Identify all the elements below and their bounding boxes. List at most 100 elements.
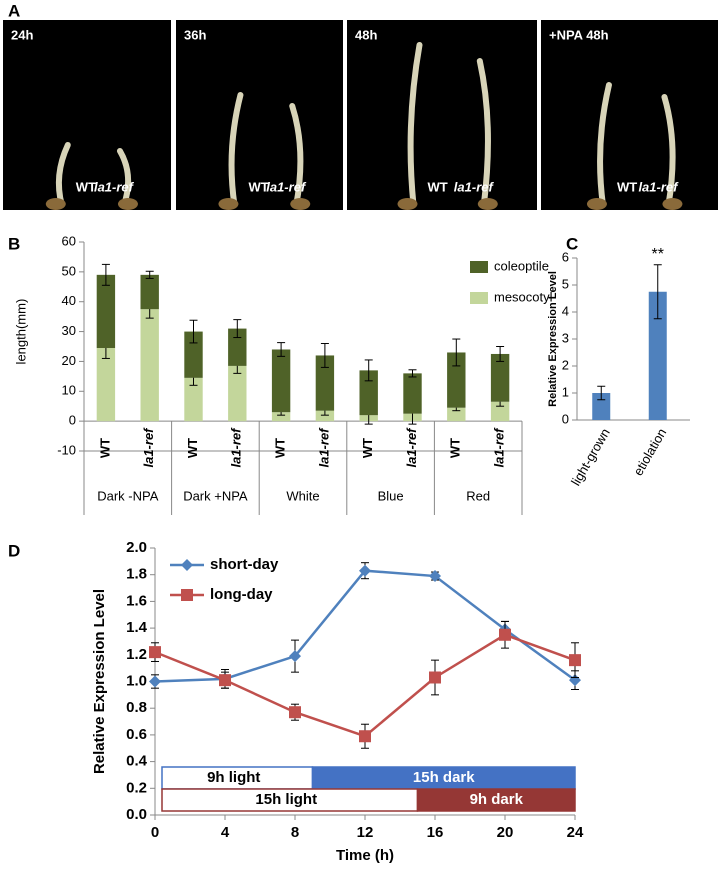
legend-label: short-day [210, 556, 279, 573]
legend-label: long-day [210, 586, 273, 603]
y-tick-label: 0 [69, 413, 76, 428]
bar-segment [271, 412, 291, 422]
panel-label: A [8, 1, 20, 20]
y-tick-label: 2.0 [126, 539, 147, 556]
marker [499, 628, 511, 641]
bar-segment [184, 377, 203, 422]
seed [290, 198, 311, 210]
marker [569, 654, 581, 667]
seed [477, 198, 498, 210]
bar-segment [490, 401, 510, 422]
significance-annotation: ** [652, 246, 664, 263]
photo-label: +NPA 48h [549, 27, 609, 42]
legend-swatch [470, 261, 488, 273]
seedling [476, 58, 491, 208]
y-tick-label: 3 [562, 330, 569, 345]
photo-annotation: la1-ref [94, 179, 135, 194]
legend-marker [181, 559, 193, 571]
photo-label: 24h [11, 27, 33, 42]
legend-label: coleoptile [494, 258, 549, 273]
seed [662, 198, 683, 210]
x-tick-label: la1-ref [404, 427, 419, 468]
x-tick-label: WT [185, 438, 200, 458]
photo-annotation: la1-ref [454, 179, 495, 194]
x-tick-label: 12 [357, 824, 374, 841]
y-tick-label: 10 [62, 383, 76, 398]
x-tick-label: 4 [221, 824, 230, 841]
x-tick-label: light-grown [568, 426, 613, 489]
x-tick-label: WT [97, 438, 112, 458]
legend-label: mesocotyl [494, 289, 553, 304]
group-label: White [286, 488, 319, 503]
y-tick-label: 50 [62, 263, 76, 278]
seedling [661, 94, 676, 208]
bar-segment [140, 274, 159, 310]
x-tick-label: la1-ref [492, 427, 507, 468]
bar-segment [490, 353, 510, 402]
seed [397, 198, 418, 210]
y-tick-label: 5 [562, 276, 569, 291]
light-period-label: 9h light [207, 769, 260, 786]
bar-segment [447, 352, 466, 408]
group-label: Dark -NPA [97, 488, 158, 503]
photo-annotation: la1-ref [638, 179, 679, 194]
x-tick-label: WT [448, 438, 463, 458]
bar-segment [228, 365, 247, 422]
y-tick-label: 1.8 [126, 566, 147, 583]
seedling [597, 82, 612, 208]
x-tick-label: la1-ref [316, 427, 331, 468]
seed [218, 198, 239, 210]
photo-label: 36h [184, 27, 206, 42]
y-tick-label: 1 [562, 384, 569, 399]
x-tick-label: 20 [497, 824, 514, 841]
y-tick-label: 6 [562, 249, 569, 264]
bar-segment [271, 349, 291, 413]
y-tick-label: 1.2 [126, 646, 147, 663]
y-tick-label: 40 [62, 293, 76, 308]
bar-segment [447, 407, 466, 422]
x-tick-label: la1-ref [229, 427, 244, 468]
y-tick-label: 0.4 [126, 753, 148, 770]
photo-annotation: WT [76, 179, 96, 194]
panel-label: D [8, 541, 20, 560]
y-tick-label: 20 [62, 353, 76, 368]
photo-frame [176, 20, 343, 210]
photo-annotation: WT [428, 179, 448, 194]
y-tick-label: 0.0 [126, 806, 147, 823]
legend-swatch [470, 292, 488, 304]
bar-segment [184, 331, 203, 378]
light-period-label: 15h light [255, 791, 317, 808]
bar-segment [228, 328, 247, 366]
seedling [407, 42, 423, 208]
photo-annotation: la1-ref [266, 179, 307, 194]
y-axis-label: length(mm) [13, 299, 28, 365]
group-label: Red [466, 488, 490, 503]
y-tick-label: 30 [62, 323, 76, 338]
y-tick-label: 0.8 [126, 699, 147, 716]
marker [429, 671, 441, 684]
y-tick-label: 1.4 [126, 619, 148, 636]
light-period [416, 788, 576, 812]
photo-frame [3, 20, 171, 210]
panel-label: B [8, 234, 20, 253]
y-tick-label: 1.6 [126, 592, 147, 609]
bar [648, 291, 667, 420]
y-tick-label: 2 [562, 357, 569, 372]
panel-label: C [566, 234, 578, 253]
x-tick-label: WT [273, 438, 288, 458]
group-label: Blue [378, 488, 404, 503]
x-tick-label: etiolation [630, 426, 669, 479]
y-axis-label: Relative Expression Level [547, 271, 559, 407]
y-tick-label: 0 [562, 411, 569, 426]
y-tick-label: 0.6 [126, 726, 147, 743]
marker [289, 706, 301, 719]
x-tick-label: WT [360, 438, 375, 458]
x-tick-label: la1-ref [141, 427, 156, 468]
photo: +NPA 48h WT la1-ref [541, 20, 718, 210]
x-tick-label: 0 [151, 824, 159, 841]
y-tick-label: 60 [62, 233, 76, 248]
legend-marker [181, 589, 193, 601]
marker [359, 730, 371, 743]
